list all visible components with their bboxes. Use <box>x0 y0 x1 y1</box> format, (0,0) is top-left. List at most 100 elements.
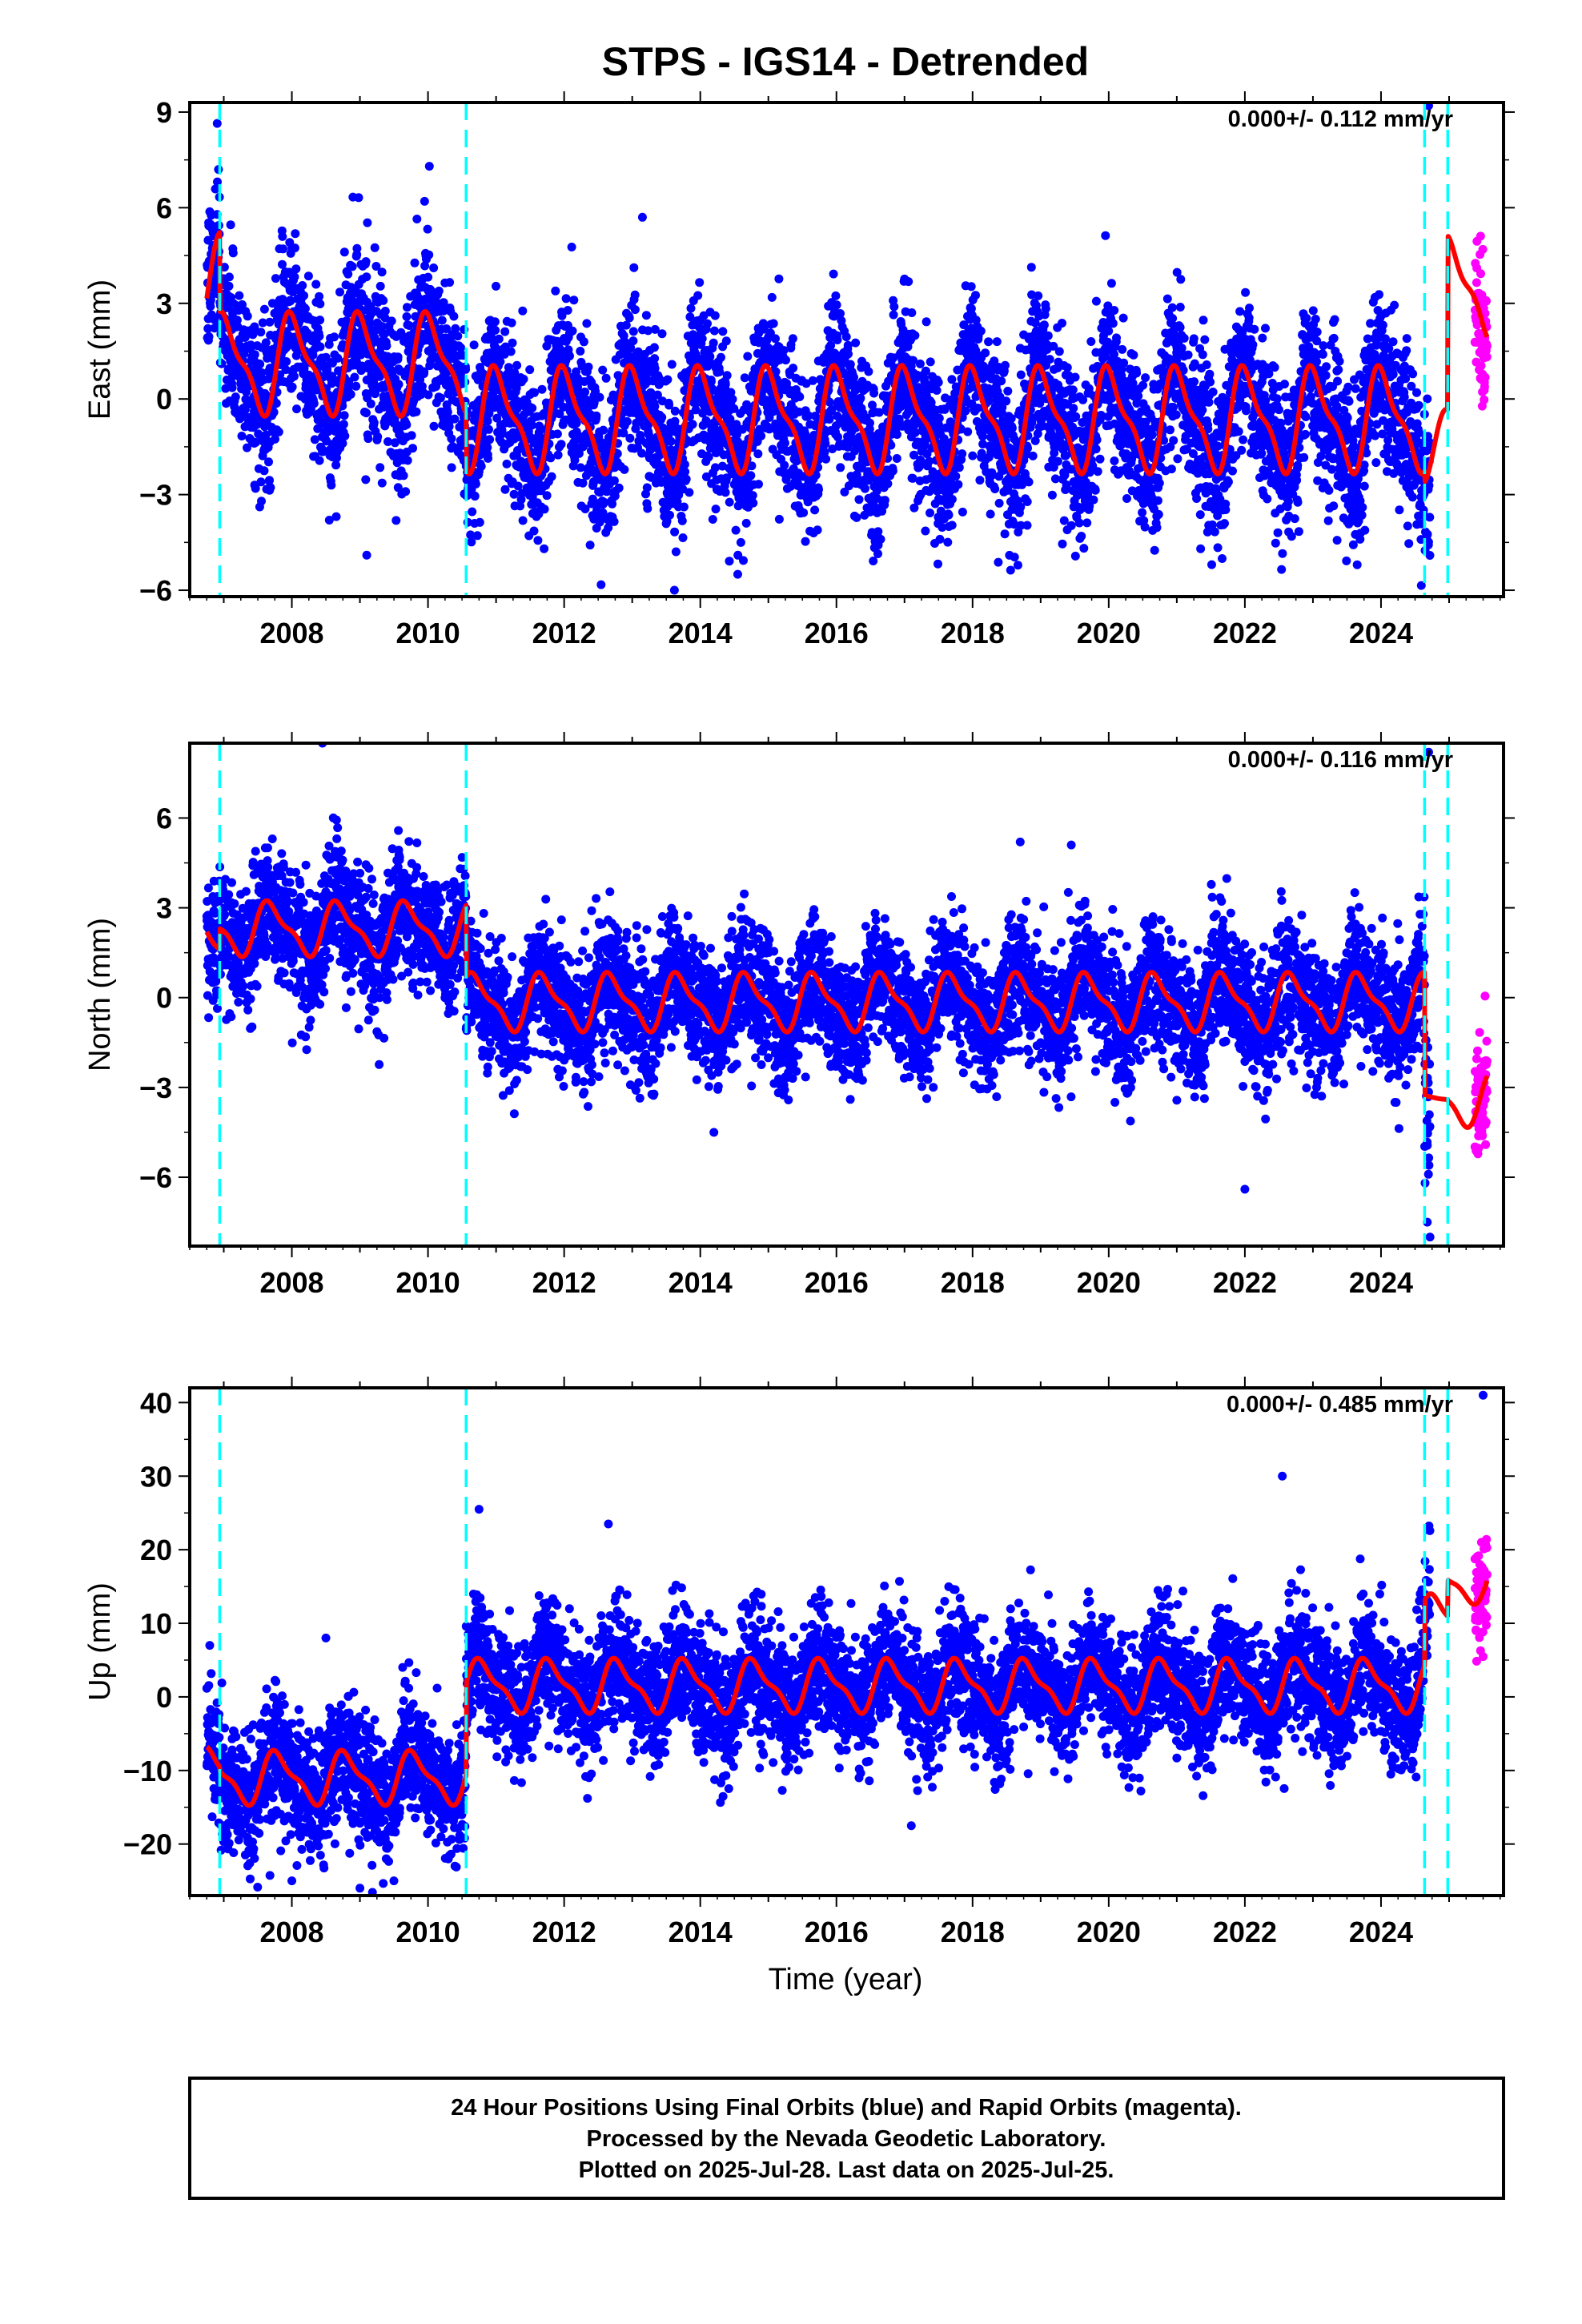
east-final-point <box>391 516 401 525</box>
east-final-point <box>347 262 357 271</box>
east-final-point <box>278 259 287 269</box>
east-final-point <box>1016 370 1026 380</box>
east-final-point <box>476 461 486 471</box>
east-final-point <box>351 381 361 391</box>
east-final-point <box>403 303 412 312</box>
east-final-point <box>259 304 269 314</box>
east-final-point <box>339 247 349 257</box>
east-final-point <box>739 556 748 565</box>
east-final-point <box>221 384 231 393</box>
east-final-point <box>235 291 244 300</box>
east-final-point <box>379 296 388 305</box>
east-final-point <box>825 415 834 424</box>
east-final-point <box>1106 279 1116 288</box>
east-final-point <box>291 264 301 274</box>
east-final-point <box>206 302 215 311</box>
east-final-point <box>335 287 344 297</box>
east-final-point <box>315 292 324 301</box>
east-final-point <box>1058 539 1067 549</box>
east-final-point <box>237 432 247 440</box>
east-final-point <box>585 541 595 550</box>
east-final-point <box>542 491 552 501</box>
east-final-point <box>990 485 1000 493</box>
east-final-point <box>963 427 973 436</box>
east-panel: 2008 2010 2012 2014 2016 2018 2020 2022 2024−6−3… <box>83 91 1515 649</box>
east-final-point <box>643 504 652 513</box>
east-final-point <box>833 336 842 344</box>
east-final-point <box>257 368 267 377</box>
east-final-point <box>553 450 563 460</box>
east-final-point <box>926 509 934 517</box>
east-final-point <box>437 316 447 325</box>
east-final-point <box>774 514 784 524</box>
east-final-point <box>1006 565 1015 575</box>
east-final-point <box>354 193 363 203</box>
east-final-point <box>831 291 841 300</box>
east-final-point <box>693 291 703 300</box>
east-final-point <box>861 484 869 493</box>
east-final-point <box>470 492 480 501</box>
east-final-point <box>269 408 279 417</box>
east-final-point <box>365 319 375 328</box>
east-final-point <box>490 317 500 327</box>
east-final-point <box>508 338 517 348</box>
east-final-point <box>821 439 830 448</box>
east-final-point <box>1110 456 1119 465</box>
east-final-point <box>596 580 606 589</box>
east-final-point <box>725 497 734 507</box>
east-final-point <box>387 316 396 326</box>
east-final-point <box>219 263 229 272</box>
east-final-point <box>518 306 528 316</box>
east-final-point <box>984 337 994 347</box>
east-final-point <box>665 510 674 520</box>
east-final-point <box>370 243 379 252</box>
east-final-point <box>243 443 251 452</box>
east-final-point <box>1092 435 1102 444</box>
east-final-point <box>666 436 676 446</box>
east-final-point <box>667 360 677 369</box>
east-final-point <box>836 463 845 472</box>
east-x-tick-label: 2010 <box>396 617 460 649</box>
east-final-point <box>695 278 705 287</box>
east-final-point <box>1140 522 1150 532</box>
east-final-point <box>212 119 222 128</box>
east-final-point <box>265 317 275 327</box>
east-final-point <box>484 453 492 463</box>
east-final-point <box>677 516 687 525</box>
east-final-point <box>540 544 549 553</box>
east-final-point <box>821 454 831 464</box>
east-final-point <box>315 332 324 341</box>
east-final-point <box>883 479 893 489</box>
east-final-point <box>361 257 371 267</box>
east-final-point <box>865 418 874 428</box>
east-final-point <box>663 375 673 384</box>
east-x-tick-label: 2022 <box>1213 617 1277 649</box>
east-final-point <box>703 319 712 328</box>
east-final-point <box>363 434 373 444</box>
east-final-point <box>1104 326 1114 336</box>
east-final-point <box>310 435 319 444</box>
east-final-point <box>1132 368 1142 378</box>
east-final-point <box>1022 497 1032 506</box>
east-final-point <box>873 549 882 558</box>
east-final-point <box>1095 454 1105 464</box>
east-final-point <box>769 319 778 328</box>
east-final-point <box>518 516 528 525</box>
east-final-point <box>976 326 986 336</box>
east-final-point <box>1013 561 1022 570</box>
east-final-point <box>997 376 1006 386</box>
east-final-point <box>718 327 728 336</box>
east-final-point <box>468 507 477 517</box>
east-final-point <box>1069 404 1078 413</box>
east-final-point <box>352 243 362 253</box>
east-y-tick-label: 3 <box>156 287 172 320</box>
east-final-point <box>709 326 719 336</box>
east-final-point <box>685 488 694 497</box>
east-final-point <box>854 495 864 505</box>
east-final-point <box>1090 485 1100 495</box>
east-final-point <box>278 231 287 241</box>
east-final-point <box>609 476 619 485</box>
east-final-point <box>472 531 482 541</box>
east-final-point <box>910 331 920 340</box>
